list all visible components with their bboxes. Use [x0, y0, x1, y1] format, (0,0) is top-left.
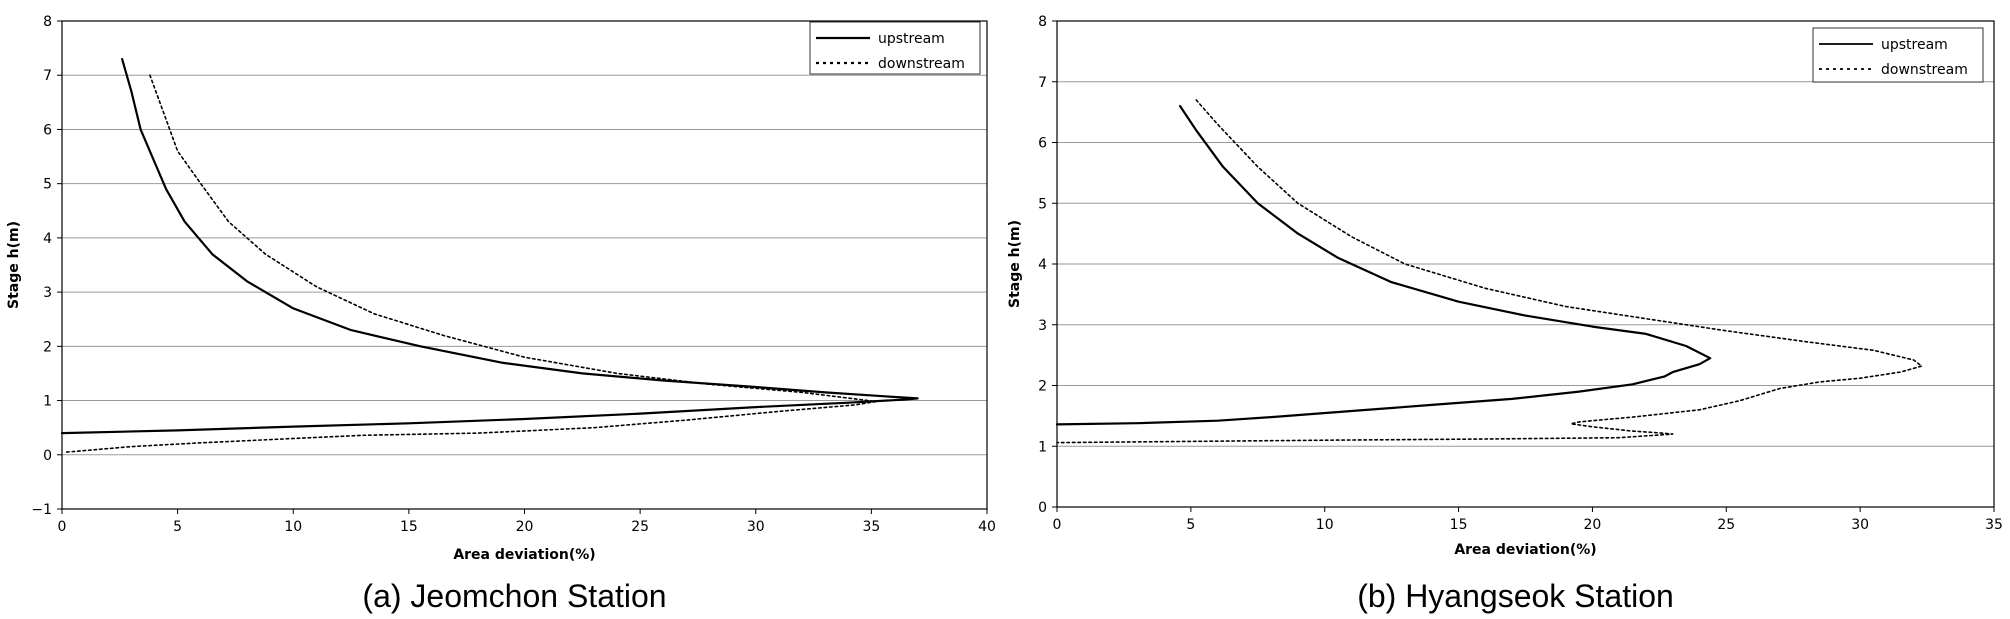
chart-b-legend-label-downstream: downstream — [1881, 62, 1968, 78]
chart-a-y-tick-label: 3 — [43, 285, 52, 301]
chart-b-legend-box — [1812, 27, 1984, 83]
chart-a-x-tick-label: 40 — [978, 519, 996, 535]
chart-b-x-tick-label: 0 — [1053, 517, 1062, 533]
chart-a-series-upstream — [60, 57, 919, 435]
chart-a-x-tick-label: 10 — [284, 519, 302, 535]
chart-b-y-tick-label: 2 — [1038, 379, 1047, 395]
chart-a-caption: (a) Jeomchon Station — [362, 578, 666, 614]
chart-a-y-tick-label: 6 — [43, 122, 52, 138]
chart-a-x-ticks: 0 5 10 15 20 25 30 35 40 — [58, 509, 996, 535]
chart-b-x-tick-label: 15 — [1450, 517, 1468, 533]
chart-b-series — [1055, 99, 1923, 444]
chart-b-gridlines — [1057, 81, 1994, 447]
chart-b-y-tick-label: 6 — [1038, 136, 1047, 152]
chart-b-y-tick-label: 1 — [1038, 439, 1047, 455]
chart-a-y-tick-label: 2 — [43, 339, 52, 355]
chart-a-y-tick-label: 4 — [43, 231, 52, 247]
chart-b-x-tick-label: 10 — [1316, 517, 1334, 533]
chart-b-x-tick-label: 35 — [1985, 517, 2003, 533]
chart-a-y-tick-label: 8 — [43, 14, 52, 30]
chart-a-x-axis-label: Area deviation(%) — [453, 547, 595, 563]
chart-b-x-tick-label: 30 — [1851, 517, 1869, 533]
chart-a-y-tick-label: −1 — [31, 502, 52, 518]
chart-a-x-tick-label: 5 — [173, 519, 182, 535]
chart-a-series-downstream — [65, 74, 877, 453]
chart-a-y-tick-label: 1 — [43, 394, 52, 410]
chart-b-x-tick-label: 20 — [1584, 517, 1602, 533]
chart-b-y-tick-label: 0 — [1038, 500, 1047, 516]
chart-b-x-ticks: 0 5 10 15 20 25 30 35 — [1053, 507, 2003, 533]
chart-b-y-tick-label: 4 — [1038, 257, 1047, 273]
chart-b-y-tick-label: 3 — [1038, 318, 1047, 334]
chart-a-plot-frame — [61, 20, 988, 510]
chart-a-series — [60, 57, 919, 453]
chart-a-x-tick-label: 30 — [747, 519, 765, 535]
chart-a-x-tick-label: 0 — [58, 519, 67, 535]
chart-a-x-tick-label: 35 — [862, 519, 880, 535]
chart-a-gridlines — [62, 74, 987, 456]
chart-b-y-tick-label: 5 — [1038, 196, 1047, 212]
chart-panel-a: 0 5 10 15 20 25 30 35 40 −1 0 1 2 3 4 5 6 7 8 Area deviat… — [6, 14, 996, 614]
chart-a-x-tick-label: 20 — [516, 519, 534, 535]
chart-a-x-tick-label: 15 — [400, 519, 418, 535]
chart-a-y-tick-label: 5 — [43, 177, 52, 193]
chart-b-y-tick-label: 8 — [1038, 14, 1047, 30]
chart-b-y-tick-label: 7 — [1038, 75, 1047, 91]
chart-b-x-axis-label: Area deviation(%) — [1454, 542, 1596, 558]
chart-b-legend: upstream downstream — [1812, 27, 1984, 83]
chart-a-x-tick-label: 25 — [631, 519, 649, 535]
chart-b-caption: (b) Hyangseok Station — [1357, 578, 1674, 614]
chart-b-x-tick-label: 25 — [1717, 517, 1735, 533]
chart-b-y-ticks: 0 1 2 3 4 5 6 7 8 — [1038, 14, 1057, 516]
chart-b-series-downstream — [1056, 99, 1923, 444]
chart-b-x-tick-label: 5 — [1186, 517, 1195, 533]
chart-panel-b: 0 5 10 15 20 25 30 35 0 1 2 3 4 5 6 7 8 Area deviation(… — [1007, 14, 2003, 614]
chart-a-y-axis-label: Stage h(m) — [6, 221, 22, 309]
chart-a-legend: upstream downstream — [809, 21, 981, 75]
chart-a-y-tick-label: 7 — [43, 68, 52, 84]
chart-a-legend-label-downstream: downstream — [878, 56, 965, 72]
chart-b-y-axis-label: Stage h(m) — [1007, 220, 1023, 308]
chart-a-legend-label-upstream: upstream — [878, 31, 945, 47]
chart-a-y-ticks: −1 0 1 2 3 4 5 6 7 8 — [31, 14, 62, 518]
chart-b-series-upstream — [1055, 105, 1712, 426]
chart-a-y-tick-label: 0 — [43, 448, 52, 464]
chart-b-legend-label-upstream: upstream — [1881, 37, 1948, 53]
chart-a-legend-box — [809, 21, 981, 75]
